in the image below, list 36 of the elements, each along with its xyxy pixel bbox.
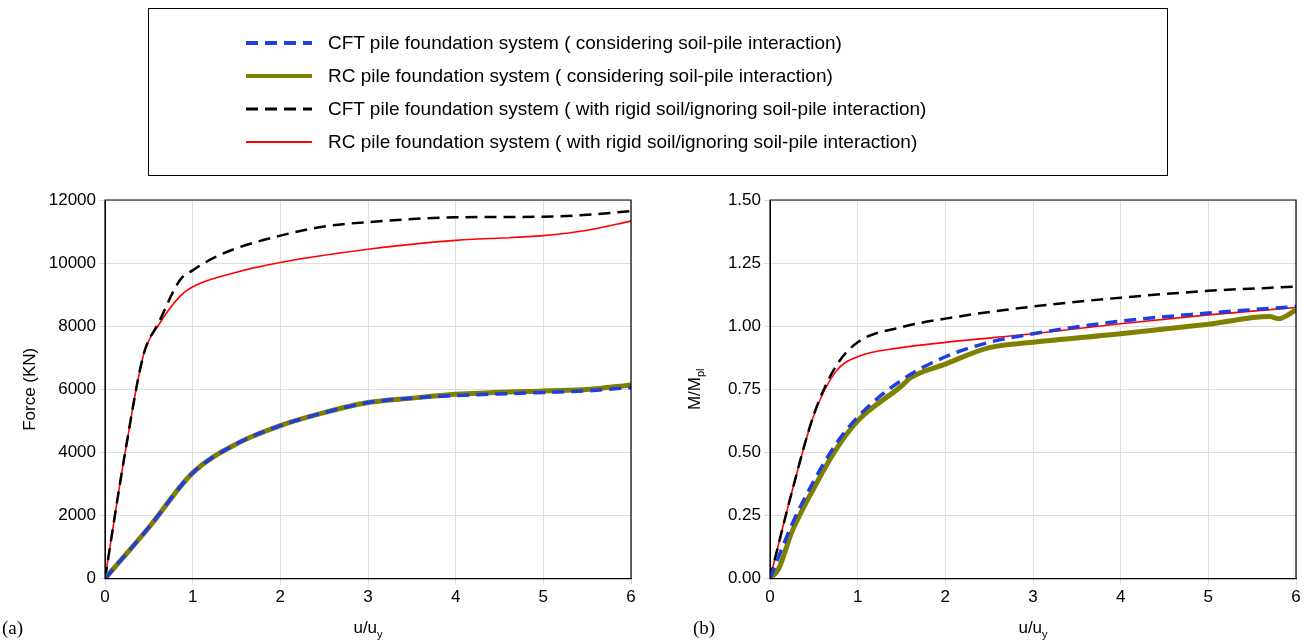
legend-label: RC pile foundation system ( considering soil-pile interaction)	[328, 64, 833, 87]
x-tick-label: 1	[187, 587, 198, 607]
y-tick-label: 1.00	[727, 315, 761, 335]
legend-label: CFT pile foundation system ( with rigid soil/ignoring soil-pile interaction)	[328, 97, 927, 120]
y-tick-label: 0.25	[727, 505, 761, 525]
x-tick-label: 1	[852, 587, 863, 607]
y-tick-label: 1.25	[727, 252, 761, 272]
x-tick-label: 2	[940, 587, 951, 607]
y-tick-label: 0.50	[727, 442, 761, 462]
legend-label: RC pile foundation system ( with rigid soil/ignoring soil-pile interaction)	[328, 130, 918, 153]
x-tick-label: 3	[363, 587, 373, 607]
x-tick-label: 5	[538, 587, 549, 607]
y-tick-label: 0.00	[727, 568, 761, 588]
y-tick-label: 12000	[48, 189, 96, 209]
x-tick-label: 6	[1291, 587, 1301, 607]
text: (b)	[693, 617, 716, 639]
legend-label: CFT pile foundation system ( considering soil-pile interaction)	[328, 31, 842, 54]
x-tick-label: 6	[626, 587, 636, 607]
y-tick-label: 4000	[58, 442, 96, 462]
y-tick-label: 10000	[48, 252, 96, 272]
y-axis-title: Force (KN)	[19, 347, 39, 431]
y-tick-label: 6000	[58, 378, 96, 398]
x-tick-label: 0	[100, 587, 110, 607]
y-tick-label: 1.50	[727, 189, 761, 209]
x-tick-label: 4	[1115, 587, 1126, 607]
y-tick-label: 0.75	[727, 378, 761, 398]
text: (a)	[2, 617, 24, 639]
x-tick-label: 5	[1203, 587, 1214, 607]
x-tick-label: 2	[275, 587, 286, 607]
y-axis-title: M/Mpl	[684, 368, 706, 411]
x-tick-label: 0	[765, 587, 775, 607]
y-tick-label: 0	[86, 568, 96, 588]
y-tick-label: 2000	[58, 505, 96, 525]
y-tick-label: 8000	[58, 315, 96, 335]
x-tick-label: 3	[1028, 587, 1038, 607]
x-tick-label: 4	[450, 587, 461, 607]
